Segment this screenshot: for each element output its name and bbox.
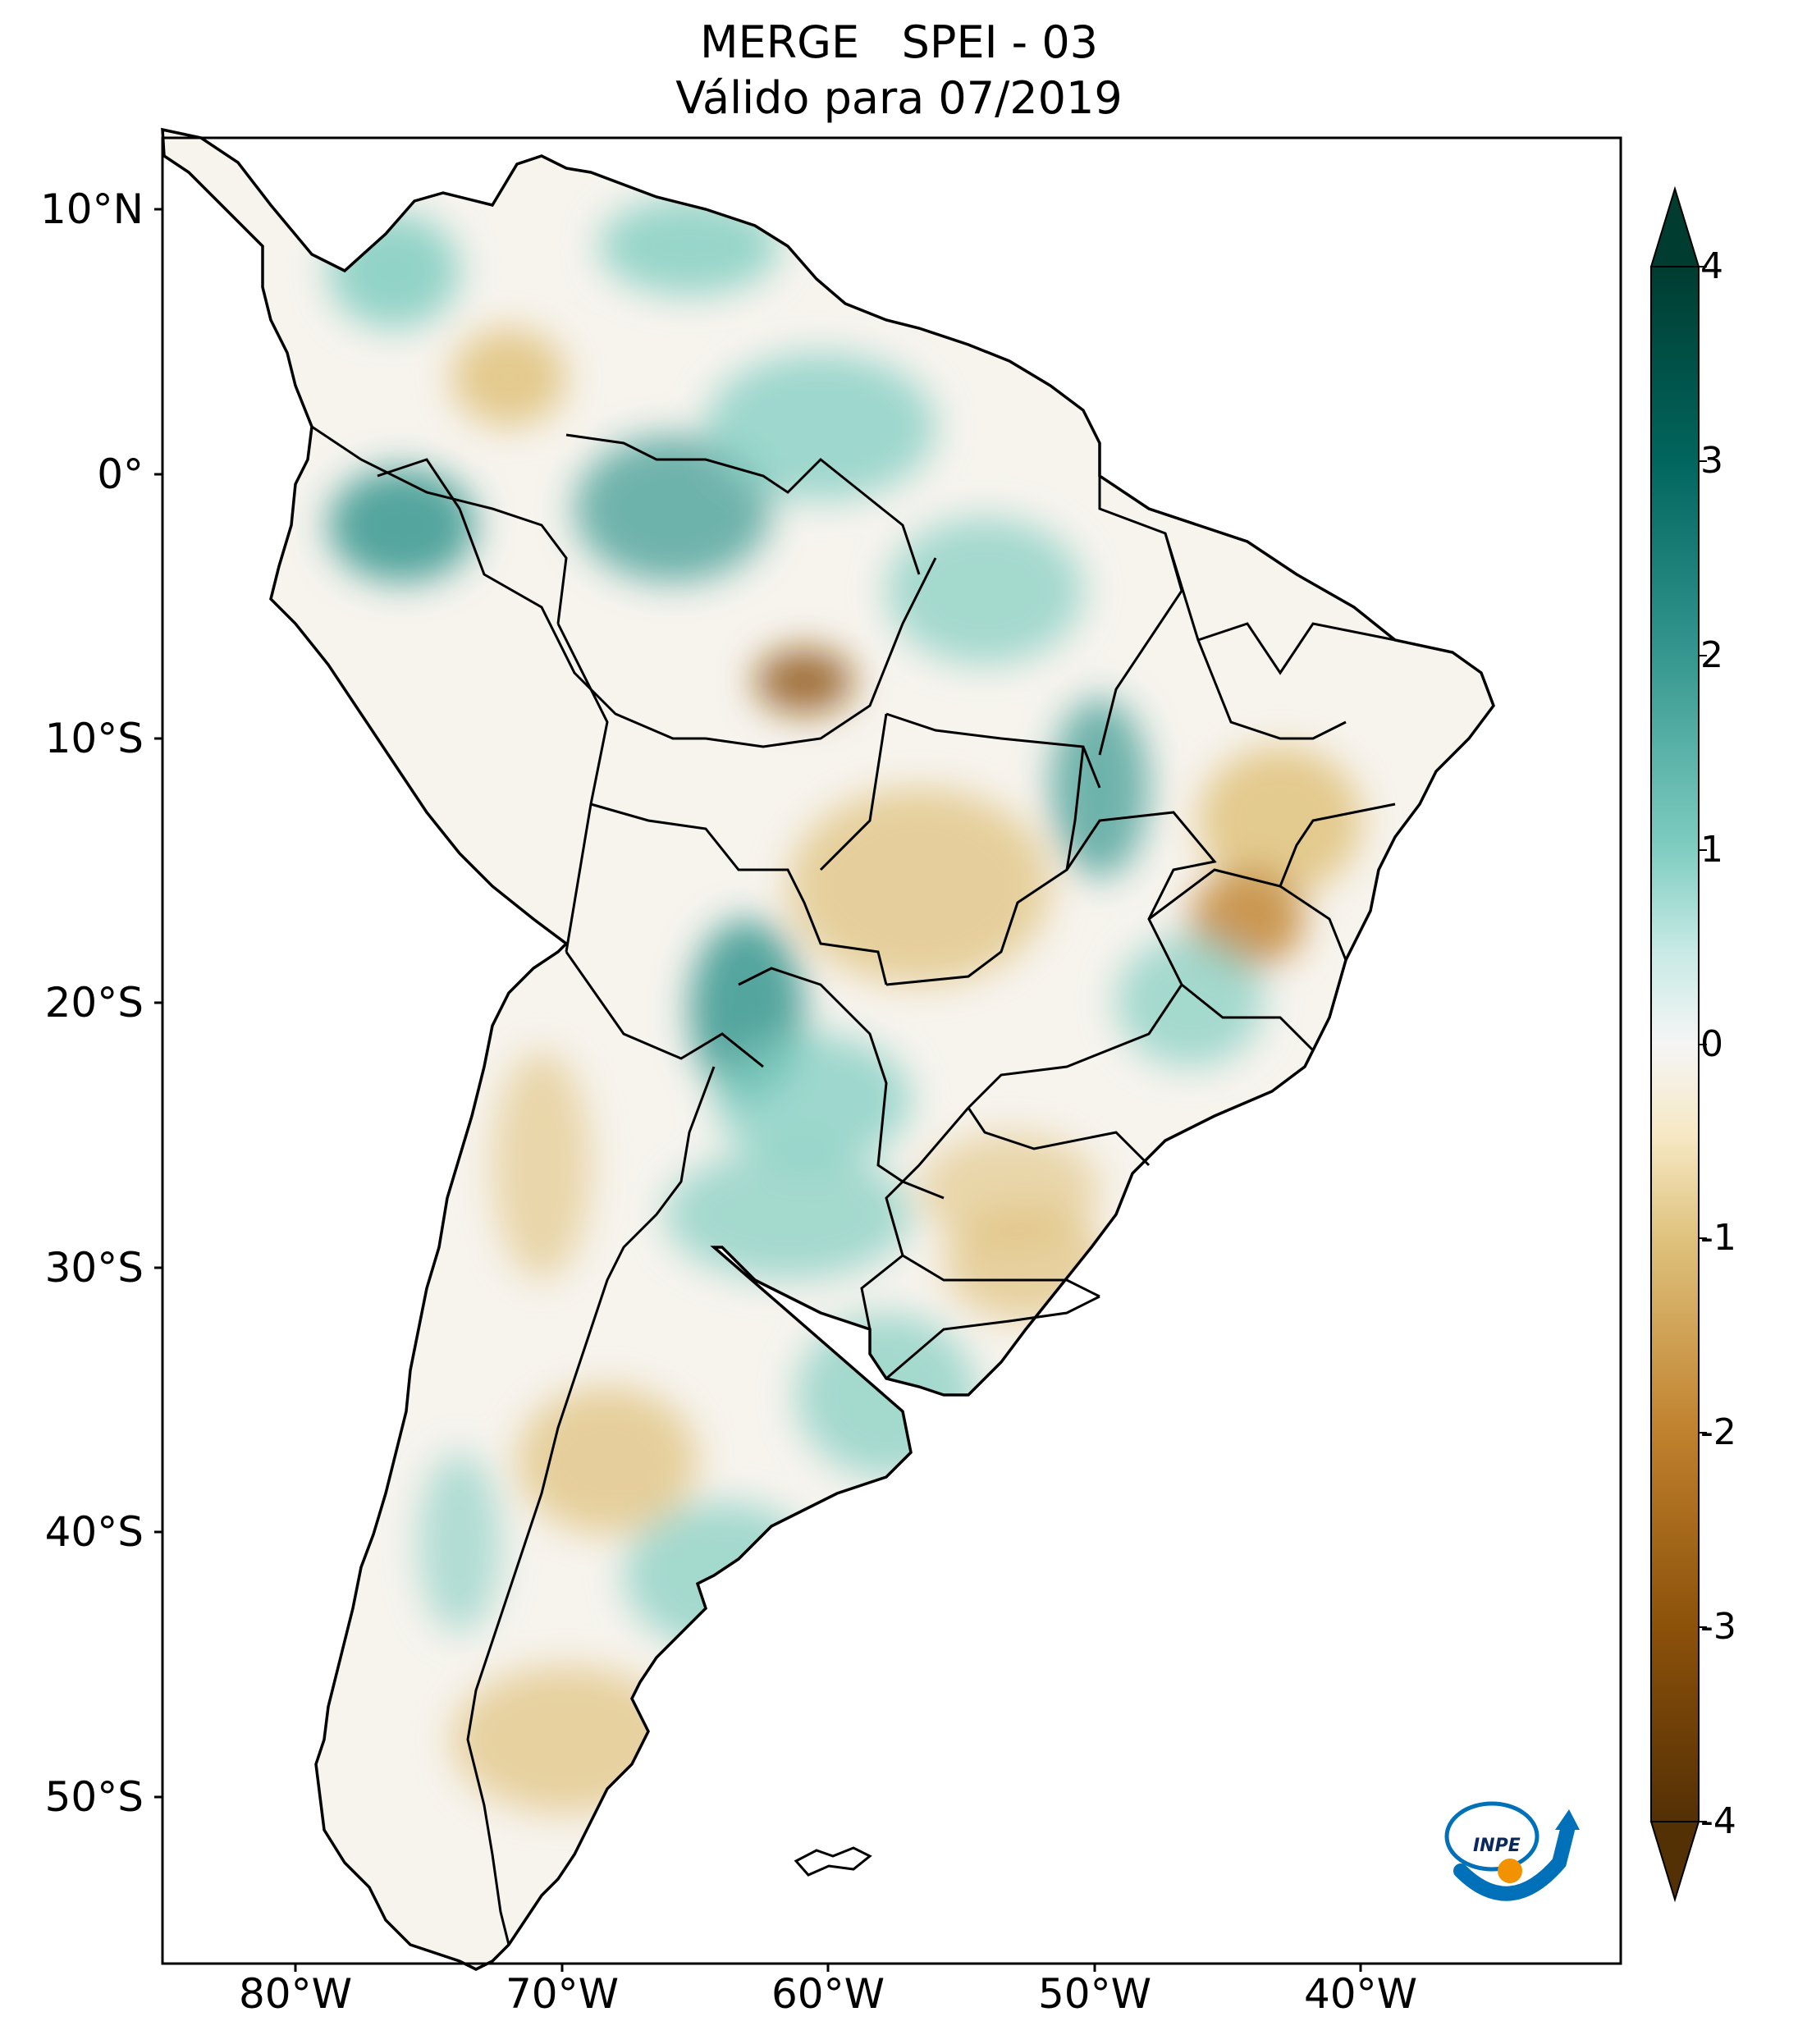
- axis-ticks: [154, 208, 1362, 1972]
- logo-orbit-icon: [1444, 1801, 1540, 1872]
- lat-label-10N: 10°N: [39, 185, 144, 233]
- lat-label-20S: 20°S: [44, 979, 144, 1027]
- colorbar-tick-3: 3: [1700, 440, 1723, 482]
- colorbar-max-extend: [1649, 185, 1700, 268]
- falkland-islands: [794, 1846, 872, 1877]
- colorbar-tick-0: 0: [1700, 1023, 1723, 1065]
- colorbar-gradient: [1650, 266, 1700, 1822]
- logo-swoosh-icon: [1453, 1822, 1575, 1901]
- political-borders: [311, 425, 1396, 1946]
- lon-label-80W: 80°W: [238, 1970, 353, 2018]
- lat-label-0: 0°: [97, 450, 144, 498]
- lon-label-40W: 40°W: [1303, 1970, 1418, 2018]
- lon-label-50W: 50°W: [1037, 1970, 1152, 2018]
- colorbar-tick-neg3: -3: [1700, 1606, 1736, 1648]
- lat-label-30S: 30°S: [44, 1244, 144, 1292]
- colorbar-tick-neg1: -1: [1700, 1217, 1736, 1259]
- map-frame: [161, 136, 1622, 1965]
- colorbar-tick-4: 4: [1700, 245, 1723, 287]
- logo-arrow-icon: [1555, 1809, 1580, 1830]
- logo-sun-icon: [1498, 1859, 1522, 1883]
- colorbar-tick-neg2: -2: [1700, 1411, 1736, 1453]
- colorbar: [1649, 185, 1707, 1903]
- colorbar-tick-neg4: -4: [1700, 1800, 1736, 1842]
- colorbar-tick-2: 2: [1700, 634, 1723, 676]
- logo-text: INPE: [1473, 1836, 1521, 1856]
- colorbar-min-extend: [1649, 1821, 1700, 1903]
- lat-label-10S: 10°S: [44, 715, 144, 762]
- map-title-line-1: MERGE SPEI - 03: [699, 16, 1099, 68]
- lon-label-70W: 70°W: [505, 1970, 620, 2018]
- inpe-logo: INPE: [1444, 1801, 1580, 1901]
- lon-label-60W: 60°W: [771, 1970, 885, 2018]
- lat-label-40S: 40°S: [44, 1508, 144, 1556]
- lat-label-50S: 50°S: [44, 1773, 144, 1821]
- colorbar-tick-1: 1: [1700, 829, 1723, 871]
- map-title-line-2: Válido para 07/2019: [675, 72, 1123, 124]
